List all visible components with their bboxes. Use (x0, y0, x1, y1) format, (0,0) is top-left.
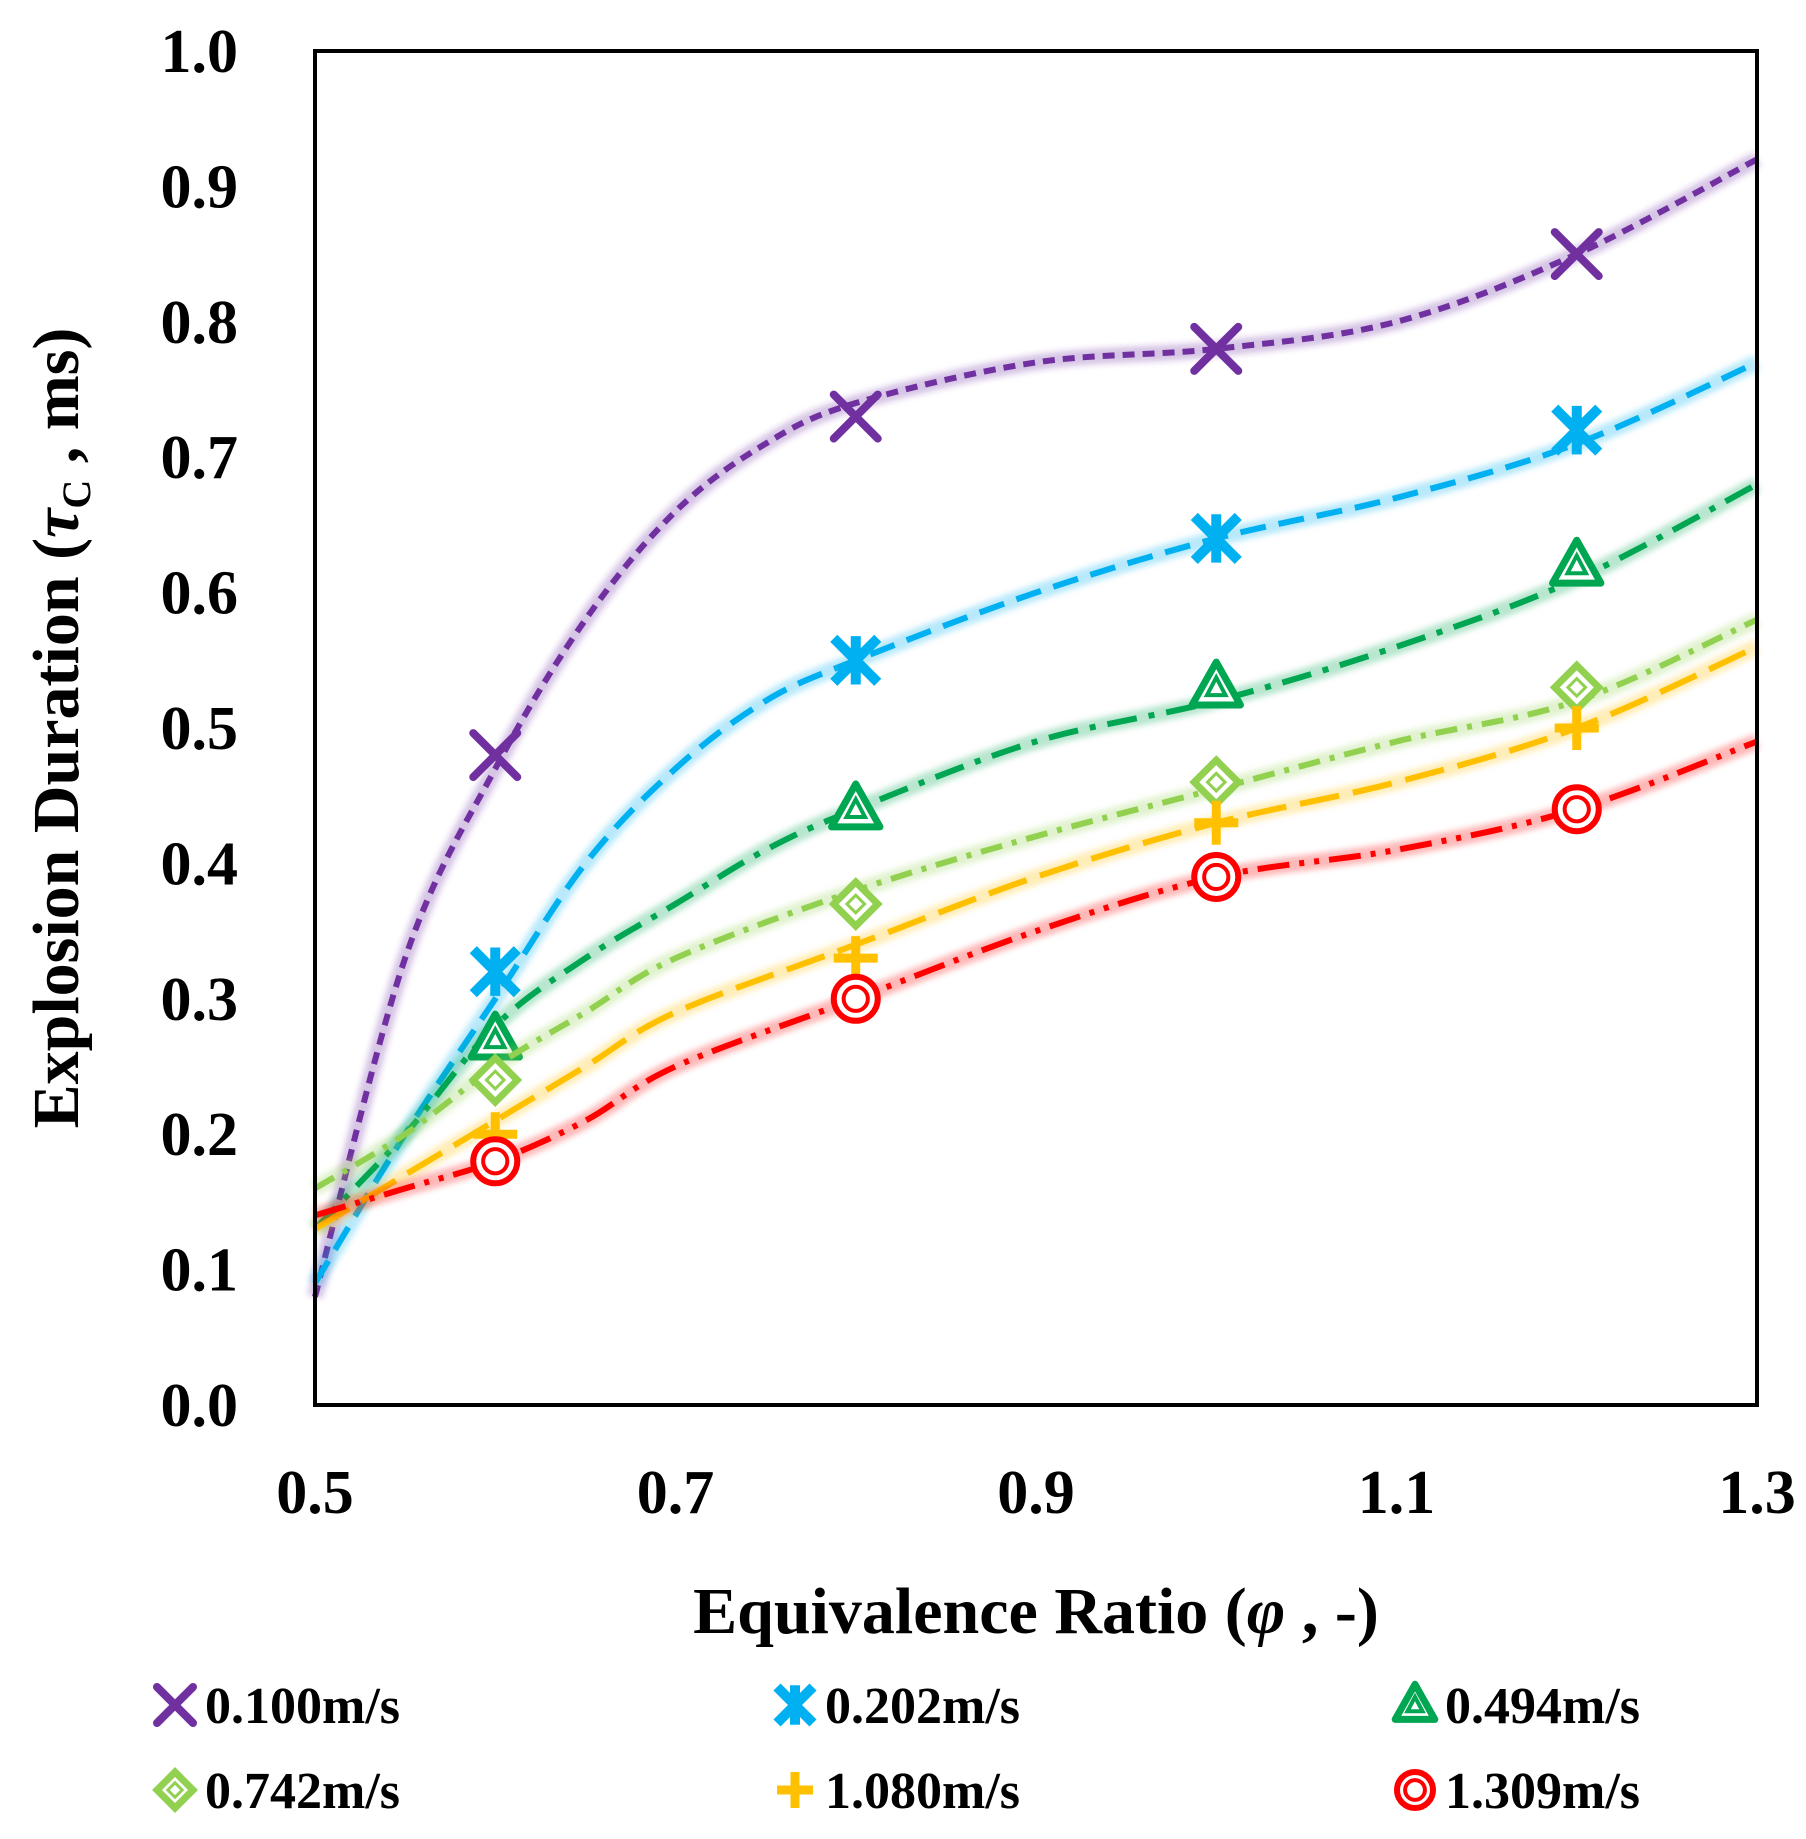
data-point (828, 780, 884, 831)
data-point (469, 946, 521, 998)
legend-marker (153, 1683, 197, 1727)
y-tick-label: 0.8 (161, 289, 239, 357)
legend: 0.100m/s 0.202m/s 0.494m/s 0.742m/s 1.080m/s… (152, 1678, 1640, 1820)
series-layer (307, 152, 1761, 1299)
data-point (1551, 404, 1603, 456)
data-point (1550, 228, 1603, 281)
legend-item: 1.080m/s (777, 1763, 1020, 1820)
y-axis-title: Explosion Duration (τC , ms) (20, 328, 99, 1129)
legend-marker (777, 1772, 813, 1808)
data-point (1554, 706, 1599, 750)
data-point (1194, 800, 1239, 845)
series-1.309m/s (312, 734, 1760, 1224)
legend-label: 0.100m/s (205, 1678, 400, 1735)
y-tick-label: 0.1 (161, 1237, 239, 1305)
legend-marker (1391, 1680, 1439, 1723)
legend-label: 0.202m/s (825, 1678, 1020, 1735)
data-point (828, 877, 883, 931)
series-0.494m/s (309, 477, 1761, 1235)
data-point (1551, 784, 1602, 835)
y-tick-label: 0.9 (161, 153, 239, 221)
data-point (830, 634, 882, 686)
legend-marker (773, 1683, 817, 1727)
trendline (312, 156, 1759, 1298)
x-tick-label: 0.5 (276, 1459, 354, 1527)
data-point (1190, 512, 1242, 564)
y-tick-label: 0.7 (161, 424, 239, 492)
legend-item: 0.100m/s (153, 1678, 400, 1735)
y-tick-label: 0.2 (161, 1101, 239, 1169)
legend-marker (1394, 1769, 1436, 1811)
legend-item: 0.742m/s (152, 1763, 400, 1820)
legend-label: 1.080m/s (825, 1763, 1020, 1820)
y-tick-label: 0.6 (161, 560, 239, 628)
data-point (829, 390, 882, 443)
data-point (1188, 658, 1244, 709)
x-tick-label: 1.3 (1718, 1459, 1796, 1527)
y-tick-label: 1.0 (161, 18, 239, 86)
data-point (1549, 536, 1605, 587)
plot-frame (313, 49, 1759, 1407)
data-point (833, 936, 878, 981)
x-axis-title: Equivalence Ratio (φ , -) (693, 1575, 1379, 1648)
legend-item: 0.202m/s (773, 1678, 1020, 1735)
data-point (1191, 851, 1242, 902)
y-axis-ticks: 0.0 0.1 0.2 0.3 0.4 0.5 0.6 0.7 0.8 0.9 1.0 (161, 18, 239, 1440)
series-0.742m/s (310, 612, 1761, 1196)
y-tick-label: 0.0 (161, 1372, 239, 1440)
trendline (312, 359, 1759, 1285)
legend-item: 0.494m/s (1391, 1678, 1640, 1735)
series-1.080m/s (310, 639, 1761, 1236)
data-point (469, 729, 522, 782)
legend-item: 1.309m/s (1394, 1763, 1640, 1820)
series-0.202m/s (308, 355, 1761, 1288)
data-point (1190, 322, 1243, 375)
legend-label: 1.309m/s (1445, 1763, 1640, 1820)
data-point (470, 1136, 521, 1187)
data-point (830, 973, 881, 1024)
trendline-glow (307, 152, 1761, 1299)
series-0.100m/s (307, 152, 1761, 1299)
x-tick-label: 1.1 (1358, 1459, 1436, 1527)
legend-label: 0.742m/s (205, 1763, 400, 1820)
trendline (313, 616, 1759, 1191)
data-point (468, 1053, 523, 1107)
x-axis-ticks: 0.5 0.7 0.9 1.1 1.3 (276, 1459, 1796, 1527)
x-tick-label: 0.7 (637, 1459, 715, 1527)
legend-label: 0.494m/s (1445, 1678, 1640, 1735)
trendline (313, 644, 1759, 1232)
x-tick-label: 0.9 (997, 1459, 1075, 1527)
y-tick-label: 0.5 (161, 695, 239, 763)
y-tick-label: 0.4 (161, 830, 239, 898)
legend-marker (152, 1767, 198, 1813)
y-tick-label: 0.3 (161, 966, 239, 1034)
